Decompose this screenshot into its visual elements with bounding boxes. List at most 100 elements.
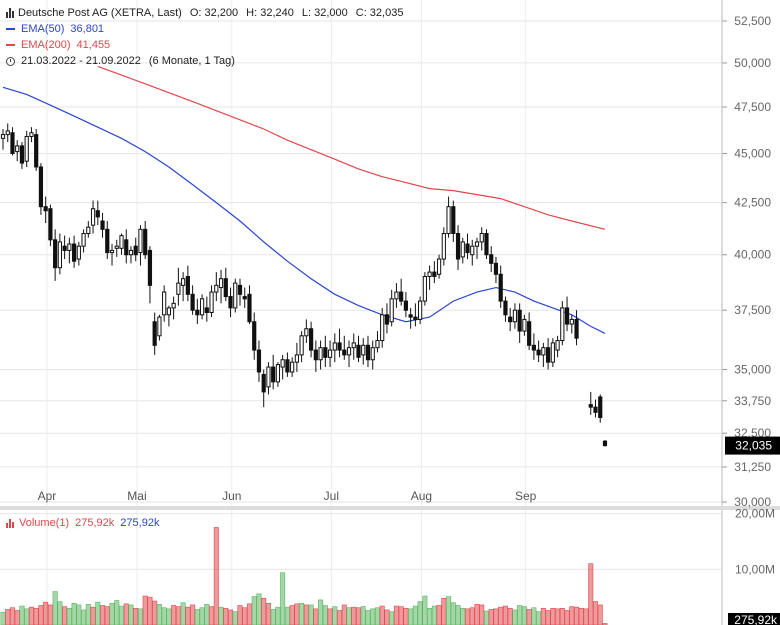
volume-bar-down xyxy=(507,607,513,625)
candle-body-up xyxy=(351,342,356,349)
candle xyxy=(304,319,309,343)
volume-bar-down xyxy=(242,607,248,625)
candle xyxy=(53,229,58,281)
candle-body-up xyxy=(86,226,91,235)
candle xyxy=(522,314,527,336)
volume-bar-up xyxy=(95,601,101,625)
candle-body-down xyxy=(455,233,461,260)
ema200-swatch xyxy=(6,44,15,46)
y-tick-label: 33,750 xyxy=(734,394,771,408)
y-tick-label: 52,500 xyxy=(734,14,771,28)
candle-body-up xyxy=(541,347,546,356)
candle xyxy=(436,254,442,279)
volume-bar-down xyxy=(294,603,300,625)
candle-body-up xyxy=(555,340,560,351)
ema50-line xyxy=(2,86,606,334)
y-tick-label: 47,500 xyxy=(734,100,771,114)
candle-body-up xyxy=(157,316,162,337)
candle-body-down xyxy=(100,220,105,230)
y-tick-label: 37,500 xyxy=(734,303,771,317)
candle-body-down xyxy=(451,206,456,235)
y-tick-label: 40,000 xyxy=(734,248,771,262)
candle-body-down xyxy=(598,396,603,418)
volume-bar-up xyxy=(85,604,91,625)
volume-bar-up xyxy=(408,608,414,625)
candle-body-down xyxy=(342,349,347,356)
volume-bar-down xyxy=(498,606,504,625)
candle-body-down xyxy=(237,284,243,295)
candle-body-down xyxy=(465,243,470,254)
candle-body-down xyxy=(195,309,200,316)
candle-body-up xyxy=(5,130,10,136)
candle-body-down xyxy=(564,307,570,325)
volume-bar-up xyxy=(114,600,120,625)
volume-bar-down xyxy=(469,607,475,625)
candle xyxy=(95,200,100,226)
candle xyxy=(233,278,238,313)
candle xyxy=(261,369,266,408)
volume-bar-down xyxy=(441,597,447,625)
candle xyxy=(290,357,295,377)
candle-body-up xyxy=(304,328,309,337)
volume-bar-up xyxy=(270,609,276,625)
volume-bar-up xyxy=(218,606,224,625)
candle xyxy=(451,200,456,242)
candle-body-down xyxy=(19,145,25,164)
candle xyxy=(38,163,44,215)
ohlc-high: H: 32,240 xyxy=(246,7,294,19)
volume-bar-down xyxy=(100,605,106,625)
volume-legend[interactable]: Volume(1) 275,92k 275,92k xyxy=(6,516,159,530)
volume-bar-down xyxy=(327,608,333,625)
legend-ema200-row[interactable]: EMA(200) 41,455 xyxy=(6,37,403,53)
candle xyxy=(408,307,413,329)
candle-body-up xyxy=(0,134,6,139)
volume-label: Volume(1) xyxy=(19,517,70,529)
candle-body-down xyxy=(256,349,262,373)
candle-body-down xyxy=(147,249,153,286)
volume-bar-up xyxy=(204,604,210,625)
volume-bar-up xyxy=(531,607,537,625)
legend-ema50-row[interactable]: EMA(50) 36,801 xyxy=(6,21,403,37)
ema200-line xyxy=(97,65,606,230)
candle-body-down xyxy=(403,300,408,311)
candle-body-up xyxy=(460,241,465,258)
candle-body-down xyxy=(588,404,593,408)
volume-bar-down xyxy=(104,606,110,625)
candle-body-down xyxy=(261,373,266,393)
volume-bar-up xyxy=(24,608,30,625)
candle xyxy=(294,342,299,372)
volume-bar-down xyxy=(261,597,267,625)
volume-bar-up xyxy=(322,605,328,625)
candle xyxy=(508,307,513,332)
volume-bar-up xyxy=(318,599,324,625)
candle-body-up xyxy=(266,366,271,388)
candle-body-up xyxy=(436,258,442,275)
candle-body-up xyxy=(90,208,96,226)
candle xyxy=(109,244,115,266)
volume-bar-down xyxy=(223,607,229,625)
candle-body-down xyxy=(384,314,390,325)
candle xyxy=(48,204,53,247)
candle xyxy=(152,312,157,355)
candle xyxy=(555,335,560,358)
candle-body-down xyxy=(531,344,536,351)
candle-body-down xyxy=(574,318,579,339)
candle-body-down xyxy=(546,347,551,363)
candle-body-up xyxy=(214,284,219,293)
candle-body-up xyxy=(181,278,186,286)
candle xyxy=(489,246,494,273)
volume-bar-up xyxy=(370,608,376,625)
volume-bar-down xyxy=(393,605,399,625)
candle-body-up xyxy=(280,359,285,368)
volume-bar-down xyxy=(559,607,565,625)
volume-bar-up xyxy=(346,607,352,625)
volume-bar-down xyxy=(379,605,385,625)
candle-body-up xyxy=(15,145,20,153)
ema200-value: 41,455 xyxy=(76,39,111,51)
candle-body-down xyxy=(105,228,110,254)
volume-bar-up xyxy=(52,591,58,625)
volume-bar-down xyxy=(384,609,390,625)
candle xyxy=(199,294,205,320)
candle-body-up xyxy=(29,132,34,137)
candle xyxy=(256,340,262,382)
